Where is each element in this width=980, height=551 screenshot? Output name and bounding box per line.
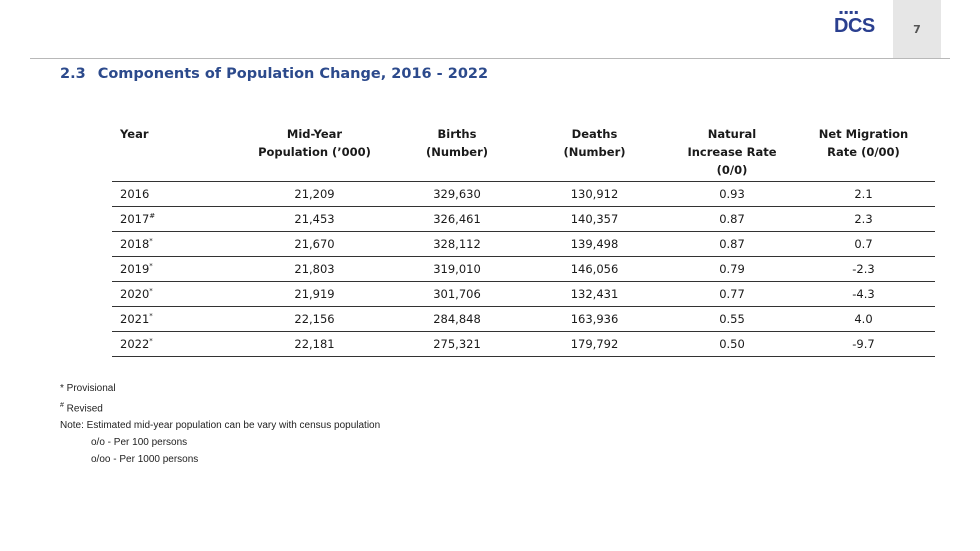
year-cell: 2022* (112, 331, 232, 357)
deaths-cell: 132,431 (517, 281, 672, 307)
year-mark: * (149, 237, 153, 246)
population-cell: 21,803 (232, 256, 397, 282)
section-title-text: Components of Population Change, 2016 - … (97, 66, 489, 82)
year-cell: 2020* (112, 281, 232, 307)
population-cell: 21,209 (232, 181, 397, 207)
births-cell: 328,112 (397, 231, 517, 257)
note-estimate: Note: Estimated mid-year population can … (60, 420, 381, 432)
population-cell: 21,919 (232, 281, 397, 307)
births-cell: 284,848 (397, 306, 517, 332)
population-cell: 22,156 (232, 306, 397, 332)
natural-increase-cell: 0.87 (672, 231, 792, 257)
net-migration-cell: 2.1 (792, 181, 935, 207)
year-cell: 2021* (112, 306, 232, 332)
note-per100: o/o - Per 100 persons (91, 437, 188, 449)
births-cell: 319,010 (397, 256, 517, 282)
year-mark: # (149, 212, 156, 221)
natural-increase-cell: 0.79 (672, 256, 792, 282)
note-per1000: o/oo - Per 1000 persons (91, 454, 199, 466)
year-cell: 2019* (112, 256, 232, 282)
deaths-cell: 163,936 (517, 306, 672, 332)
year-mark: * (149, 337, 153, 346)
deaths-cell: 140,357 (517, 206, 672, 232)
year-cell: 2016 (112, 181, 232, 207)
net-migration-cell: 4.0 (792, 306, 935, 332)
net-migration-cell: 0.7 (792, 231, 935, 257)
col-header-deaths: Deaths (Number) (517, 124, 672, 182)
col-header-population: Mid-Year Population (’000) (232, 124, 397, 182)
natural-increase-cell: 0.87 (672, 206, 792, 232)
births-cell: 329,630 (397, 181, 517, 207)
table-row: 2017# 21,453 326,461 140,357 0.87 2.3 (112, 206, 935, 232)
col-header-year: Year (112, 124, 232, 182)
dcs-logo: ▪▪▪▪ DCS (833, 10, 879, 40)
net-migration-cell: -2.3 (792, 256, 935, 282)
population-cell: 21,670 (232, 231, 397, 257)
net-migration-cell: -4.3 (792, 281, 935, 307)
natural-increase-cell: 0.93 (672, 181, 792, 207)
table-row: 2016 21,209 329,630 130,912 0.93 2.1 (112, 181, 935, 207)
year-mark: * (149, 287, 153, 296)
deaths-cell: 146,056 (517, 256, 672, 282)
table-row: 2019* 21,803 319,010 146,056 0.79 -2.3 (112, 256, 935, 282)
page-number-box: 7 (893, 0, 941, 58)
table-row: 2021* 22,156 284,848 163,936 0.55 4.0 (112, 306, 935, 332)
note-revised: # Revised (60, 402, 103, 415)
note-provisional: * Provisional (60, 383, 116, 394)
natural-increase-cell: 0.77 (672, 281, 792, 307)
population-cell: 21,453 (232, 206, 397, 232)
page-number: 7 (913, 22, 921, 36)
births-cell: 275,321 (397, 331, 517, 357)
col-header-net-migration: Net Migration Rate (0/00) (792, 124, 935, 182)
col-header-births: Births (Number) (397, 124, 517, 182)
table-header-row: Year Mid-Year Population (’000) Births (Nu… (112, 124, 935, 182)
section-number: 2.3 (60, 66, 86, 82)
births-cell: 301,706 (397, 281, 517, 307)
table-row: 2018* 21,670 328,112 139,498 0.87 0.7 (112, 231, 935, 257)
year-cell: 2018* (112, 231, 232, 257)
deaths-cell: 130,912 (517, 181, 672, 207)
births-cell: 326,461 (397, 206, 517, 232)
year-cell: 2017# (112, 206, 232, 232)
col-header-natural-increase: Natural Increase Rate (0/0) (672, 124, 792, 182)
deaths-cell: 139,498 (517, 231, 672, 257)
population-change-table: Year Mid-Year Population (’000) Births (Nu… (112, 124, 935, 357)
table-row: 2022* 22,181 275,321 179,792 0.50 -9.7 (112, 331, 935, 357)
deaths-cell: 179,792 (517, 331, 672, 357)
section-title: 2.3 Components of Population Change, 201… (60, 66, 488, 82)
header-rule (30, 58, 950, 59)
natural-increase-cell: 0.50 (672, 331, 792, 357)
logo-text: DCS (834, 15, 875, 37)
table-row: 2020* 21,919 301,706 132,431 0.77 -4.3 (112, 281, 935, 307)
year-mark: * (149, 312, 153, 321)
net-migration-cell: 2.3 (792, 206, 935, 232)
year-mark: * (149, 262, 153, 271)
net-migration-cell: -9.7 (792, 331, 935, 357)
natural-increase-cell: 0.55 (672, 306, 792, 332)
footnotes: * Provisional # Revised Note: Estimated … (60, 380, 380, 468)
table-body: 2016 21,209 329,630 130,912 0.93 2.1 2017# 21,4… (112, 181, 935, 357)
population-cell: 22,181 (232, 331, 397, 357)
logo-dots: ▪▪▪▪ (839, 9, 860, 16)
